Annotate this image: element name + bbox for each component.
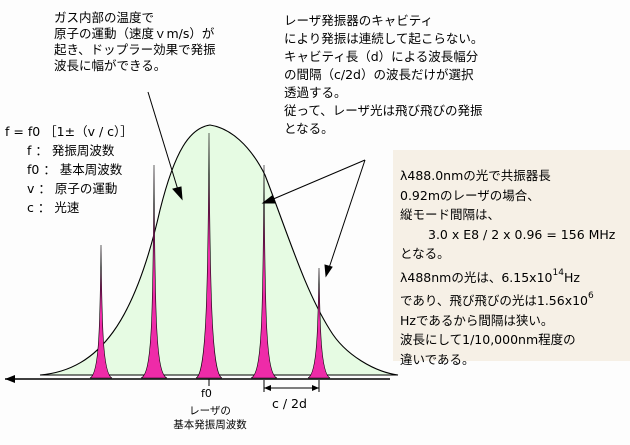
spacing-arrow-left: [264, 385, 271, 391]
cavity-note-line-6: 従って、レーザ光は飛び飛びの発振: [284, 103, 483, 118]
calc-line-8: Hzであるから間隔は狭い。: [400, 312, 554, 328]
cavity-note-line-3: キャビティ長（d）による波長幅分: [284, 49, 479, 64]
cavity-note-line-2: により発振は連続して起こらない。: [284, 31, 484, 46]
f0-label: f0: [201, 387, 212, 400]
cavity-note: レーザ発振器のキャビティ により発振は連続して起こらない。 キャビティ長（d）に…: [284, 12, 483, 138]
mode-peak-3: [195, 132, 223, 379]
f0-caption-2: 基本発振周波数: [173, 419, 247, 431]
calc-line-5: となる。: [400, 246, 450, 261]
formula-def-c: c ： 光速: [27, 200, 80, 215]
mode-peak-2: [140, 164, 168, 379]
formula-main: f = f0 ［1±（v / c）］: [5, 124, 133, 139]
calc-line-3: 縦モード間隔は、: [400, 207, 501, 222]
frequency-formula: f = f0 ［1±（v / c）］ f ： 発振周波数 f0 ： 基本周波数 …: [5, 122, 133, 217]
calculation-text: λ488.0nmの光で共振器長 0.92mのレーザの場合、 縦モード間隔は、 3…: [400, 166, 615, 369]
cavity-note-line-7: となる。: [284, 121, 334, 136]
calc-line-2: 0.92mのレーザの場合、: [400, 187, 540, 203]
formula-def-f: f ： 発振周波数: [27, 143, 115, 158]
calculation-box: [393, 150, 630, 361]
calc-line-7-exponent: 6: [588, 291, 594, 301]
cavity-arrow-1: [270, 159, 366, 201]
cavity-note-line-5: 透過する。: [284, 85, 347, 100]
formula-def-f0: f0 ： 基本周波数: [27, 162, 123, 177]
gas-note-arrow: [147, 91, 179, 191]
calc-line-6: λ488nmの光は、6.15x1014Hz: [400, 264, 615, 288]
calc-line-1: λ488.0nmの光で共振器長: [400, 168, 551, 183]
calc-line-10: 違いである。: [400, 351, 475, 367]
cavity-note-line-1: レーザ発振器のキャビティ: [284, 13, 434, 28]
calc-line-6-text: λ488nmの光は、6.15x10: [400, 269, 553, 285]
mode-peak-1: [89, 244, 113, 379]
cavity-arrowhead-2: [324, 264, 333, 278]
mode-peaks: [89, 132, 331, 379]
spacing-arrow-right: [312, 385, 319, 391]
mode-spacing-label: c / 2d: [272, 396, 307, 411]
calc-line-7: であり、飛び飛びの光は1.56x106: [400, 287, 615, 311]
mode-peak-4: [250, 164, 278, 379]
calc-line-7-text: であり、飛び飛びの光は1.56x10: [400, 293, 589, 308]
calc-line-4: 3.0 x E8 / 2 x 0.96 = 156 MHz: [428, 226, 616, 242]
cavity-arrowhead-1: [261, 195, 276, 204]
calc-line-6-unit: Hz: [563, 269, 580, 285]
gas-note-line-3: 起き、ドップラー効果で発振: [54, 42, 216, 57]
axis-arrowhead: [5, 375, 15, 383]
gas-note-line-4: 波長に幅ができる。: [54, 58, 167, 73]
cavity-arrow-2: [328, 159, 366, 269]
doppler-envelope: [39, 124, 399, 376]
mode-peak-5: [307, 267, 331, 379]
formula-def-v: v ： 原子の運動: [27, 181, 118, 196]
gas-note-line-2: 原子の運動（速度ｖm/s）が: [54, 26, 215, 41]
gas-note-arrowhead: [172, 186, 183, 201]
calc-line-6-exponent: 14: [552, 267, 564, 278]
f0-caption-1: レーザの: [189, 405, 231, 417]
calc-line-9: 波長にして1/10,000nm程度の: [400, 332, 576, 347]
cavity-note-line-4: の間隔（c/2d）の波長だけが選択: [284, 67, 474, 82]
pointer-arrows: [147, 91, 366, 278]
gas-temperature-note: ガス内部の温度で 原子の運動（速度ｖm/s）が 起き、ドップラー効果で発振 波長…: [54, 10, 216, 74]
gas-note-line-1: ガス内部の温度で: [54, 10, 155, 25]
